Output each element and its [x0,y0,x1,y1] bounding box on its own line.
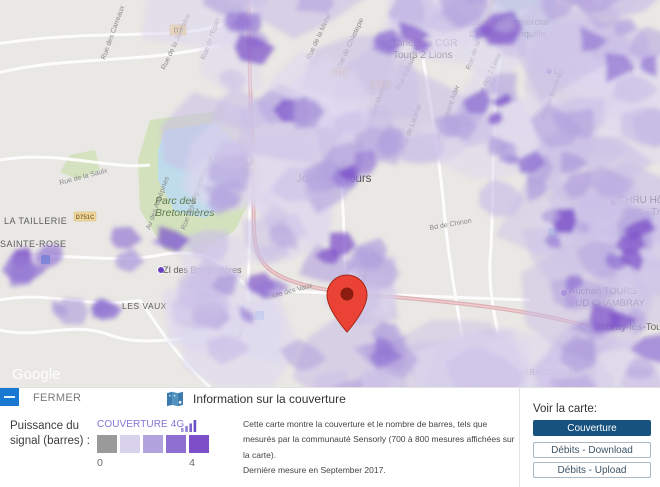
svg-text:LA TAILLERIE: LA TAILLERIE [4,216,67,226]
svg-text:Google: Google [12,366,60,383]
svg-text:LES VAUX: LES VAUX [122,301,167,311]
svg-text:D751C: D751C [76,215,95,221]
